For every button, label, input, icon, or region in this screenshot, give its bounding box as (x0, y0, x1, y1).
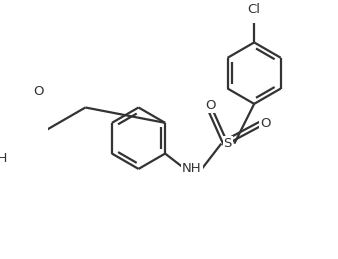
Text: O: O (260, 117, 270, 130)
Text: O: O (33, 85, 44, 98)
Text: OH: OH (0, 152, 8, 164)
Text: O: O (206, 99, 216, 112)
Text: S: S (224, 137, 232, 150)
Text: NH: NH (182, 162, 201, 175)
Text: Cl: Cl (248, 3, 261, 16)
